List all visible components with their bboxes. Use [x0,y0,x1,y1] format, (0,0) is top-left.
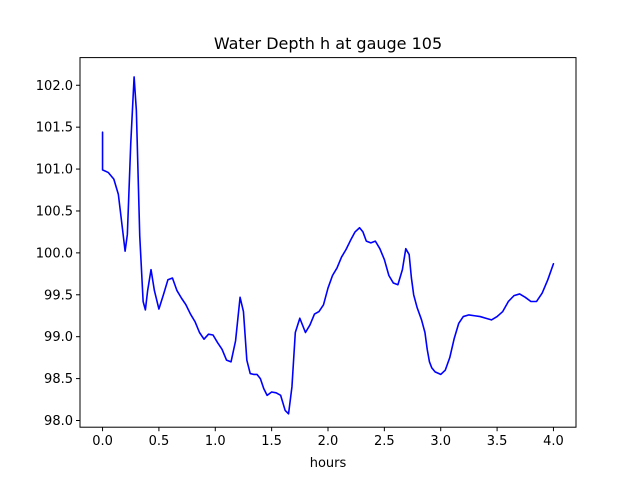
y-tick-label: 100.0 [36,246,73,261]
y-tick-label: 102.0 [36,79,73,94]
x-tick-label: 2.0 [318,434,339,449]
x-axis-ticks: 0.0 0.5 1.0 1.5 2.0 2.5 3.0 3.5 4.0 [92,427,564,449]
x-tick-label: 4.0 [543,434,564,449]
x-tick-label: 2.5 [374,434,395,449]
series-line [101,76,555,415]
x-tick-label: 3.0 [430,434,451,449]
x-axis-label: hours [310,456,347,471]
y-tick-label: 98.5 [44,372,73,387]
x-tick-label: 1.5 [261,434,282,449]
axes-frame [79,57,577,428]
x-tick-label: 0.5 [149,434,170,449]
y-tick-label: 101.0 [36,163,73,178]
y-tick-label: 100.5 [36,204,73,219]
x-tick-label: 0.0 [92,434,113,449]
y-axis-ticks: 98.0 98.5 99.0 99.5 100.0 100.5 101.0 101.5 102.… [36,79,80,429]
series-layer [101,76,555,415]
y-tick-label: 99.0 [44,330,73,345]
chart-title: Water Depth h at gauge 105 [214,34,442,53]
x-tick-label: 3.5 [487,434,508,449]
x-tick-label: 1.0 [205,434,226,449]
y-tick-label: 99.5 [44,288,73,303]
y-tick-label: 98.0 [44,414,73,429]
y-tick-label: 101.5 [36,121,73,136]
